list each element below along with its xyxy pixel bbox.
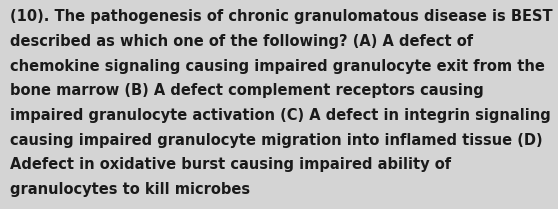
- Text: impaired granulocyte activation (C) A defect in integrin signaling: impaired granulocyte activation (C) A de…: [10, 108, 551, 123]
- Text: granulocytes to kill microbes: granulocytes to kill microbes: [10, 182, 250, 197]
- Text: chemokine signaling causing impaired granulocyte exit from the: chemokine signaling causing impaired gra…: [10, 59, 545, 74]
- Text: Adefect in oxidative burst causing impaired ability of: Adefect in oxidative burst causing impai…: [10, 157, 451, 172]
- Text: (10). The pathogenesis of chronic granulomatous disease is BEST: (10). The pathogenesis of chronic granul…: [10, 9, 552, 24]
- Text: causing impaired granulocyte migration into inflamed tissue (D): causing impaired granulocyte migration i…: [10, 133, 543, 148]
- Text: bone marrow (B) A defect complement receptors causing: bone marrow (B) A defect complement rece…: [10, 83, 484, 98]
- Text: described as which one of the following? (A) A defect of: described as which one of the following?…: [10, 34, 473, 49]
